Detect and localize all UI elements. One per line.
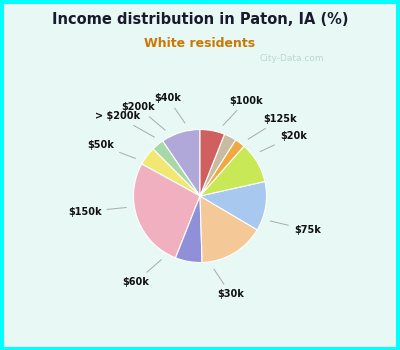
Text: $100k: $100k (223, 96, 263, 125)
Text: $150k: $150k (68, 206, 126, 217)
Text: $60k: $60k (122, 260, 161, 287)
Wedge shape (200, 140, 244, 196)
Text: White residents: White residents (144, 37, 256, 50)
FancyBboxPatch shape (4, 4, 396, 346)
Wedge shape (200, 146, 265, 196)
Text: $50k: $50k (87, 140, 136, 159)
Wedge shape (134, 164, 200, 258)
Wedge shape (200, 134, 236, 196)
Text: $30k: $30k (214, 269, 244, 299)
Text: $75k: $75k (270, 221, 321, 235)
Wedge shape (200, 130, 224, 196)
Wedge shape (200, 182, 266, 230)
Text: $40k: $40k (154, 93, 185, 123)
Text: Income distribution in Paton, IA (%): Income distribution in Paton, IA (%) (52, 12, 348, 27)
Text: $20k: $20k (260, 131, 307, 152)
Wedge shape (142, 149, 200, 196)
Wedge shape (163, 130, 200, 196)
Wedge shape (200, 196, 257, 262)
Wedge shape (153, 141, 200, 196)
Text: City-Data.com: City-Data.com (260, 54, 324, 63)
Wedge shape (176, 196, 202, 262)
Text: > $200k: > $200k (95, 111, 154, 137)
Text: $200k: $200k (121, 102, 165, 130)
Text: $125k: $125k (248, 114, 297, 139)
